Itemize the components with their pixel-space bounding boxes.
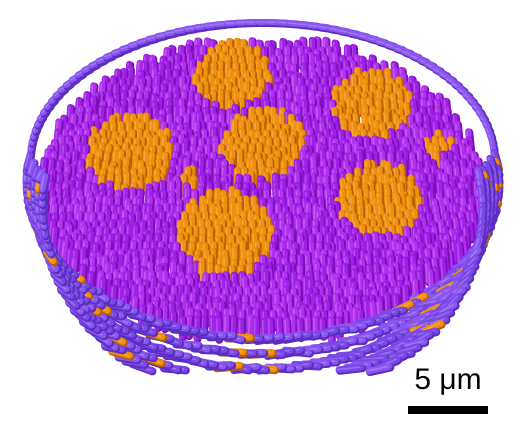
vertical-rods: [37, 36, 486, 345]
scale-bar-label: 5 μm: [414, 363, 482, 396]
scale-bar-line: [408, 406, 488, 414]
peripheral-rods-back: [26, 18, 500, 161]
scale-bar: 5 μm: [404, 362, 492, 422]
peripheral-rods-front: [22, 149, 504, 377]
